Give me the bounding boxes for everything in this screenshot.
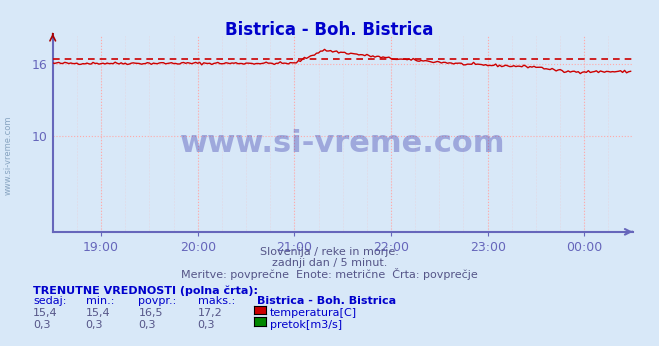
Text: sedaj:: sedaj: (33, 296, 67, 306)
Text: www.si-vreme.com: www.si-vreme.com (180, 129, 505, 157)
Text: temperatura[C]: temperatura[C] (270, 308, 357, 318)
Text: min.:: min.: (86, 296, 114, 306)
Text: zadnji dan / 5 minut.: zadnji dan / 5 minut. (272, 258, 387, 268)
Text: Meritve: povprečne  Enote: metrične  Črta: povprečje: Meritve: povprečne Enote: metrične Črta:… (181, 268, 478, 280)
Text: 0,3: 0,3 (33, 320, 51, 330)
Text: 15,4: 15,4 (86, 308, 110, 318)
Text: Bistrica - Boh. Bistrica: Bistrica - Boh. Bistrica (257, 296, 396, 306)
Text: 16,5: 16,5 (138, 308, 163, 318)
Text: 17,2: 17,2 (198, 308, 223, 318)
Text: 0,3: 0,3 (198, 320, 215, 330)
Text: Slovenija / reke in morje.: Slovenija / reke in morje. (260, 247, 399, 257)
Text: pretok[m3/s]: pretok[m3/s] (270, 320, 342, 330)
Text: 0,3: 0,3 (86, 320, 103, 330)
Text: 15,4: 15,4 (33, 308, 57, 318)
Text: www.si-vreme.com: www.si-vreme.com (3, 116, 13, 195)
Text: povpr.:: povpr.: (138, 296, 177, 306)
Text: TRENUTNE VREDNOSTI (polna črta):: TRENUTNE VREDNOSTI (polna črta): (33, 285, 258, 296)
Text: 0,3: 0,3 (138, 320, 156, 330)
Text: Bistrica - Boh. Bistrica: Bistrica - Boh. Bistrica (225, 21, 434, 39)
Text: maks.:: maks.: (198, 296, 235, 306)
